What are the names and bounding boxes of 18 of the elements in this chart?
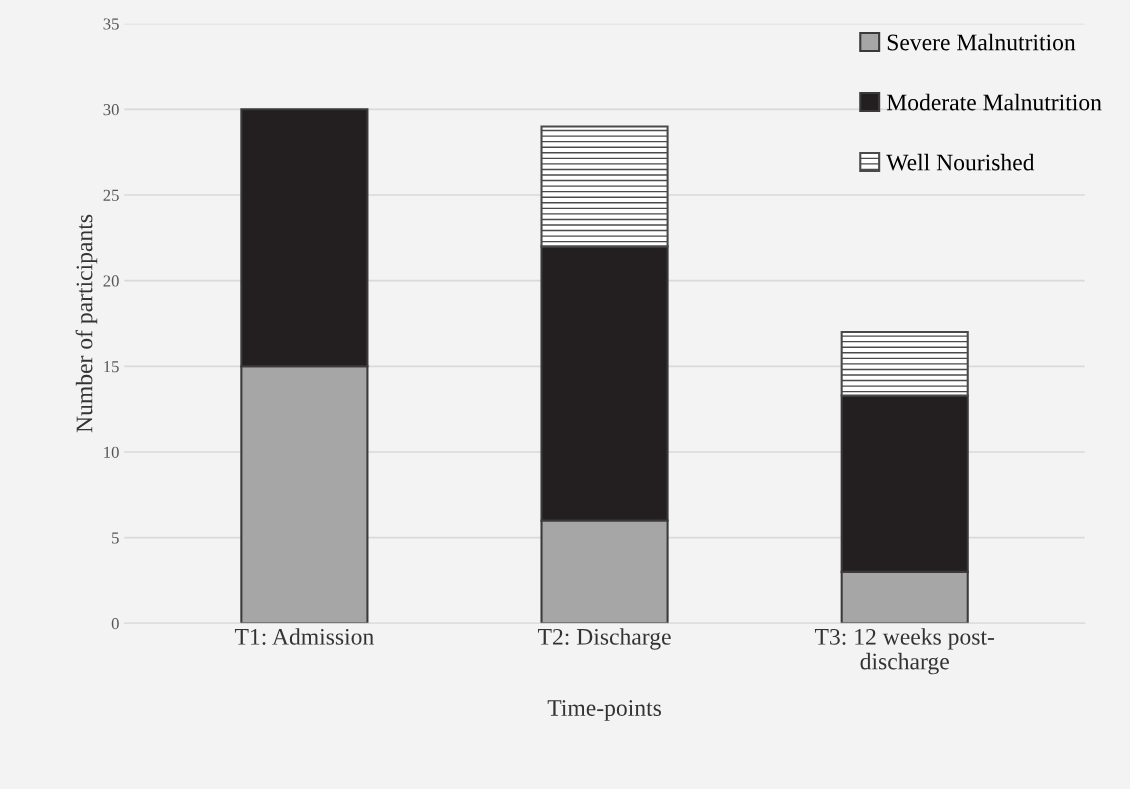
y-tick-label: 25: [103, 189, 119, 201]
x-tick-label: T1: Admission: [234, 628, 374, 645]
y-tick-label: 10: [104, 446, 119, 458]
y-tick-label: 20: [103, 275, 119, 287]
legend-label: Moderate Malnutrition: [886, 93, 1102, 111]
legend-label: Severe Malnutrition: [887, 33, 1076, 51]
y-tick-label: 35: [103, 18, 119, 30]
y-tick-label: 0: [111, 618, 119, 630]
bar: [540, 125, 669, 248]
x-axis-title: Time-points: [547, 700, 661, 721]
x-tick-label: T3: 12 weeks post- discharge: [814, 628, 995, 675]
y-axis-title: Number of participants: [75, 214, 98, 433]
x-tick-label: T2: Discharge: [537, 628, 671, 650]
y-tick-label: 15: [104, 361, 119, 373]
y-tick-label: 30: [103, 104, 119, 116]
y-tick-label: 5: [112, 532, 119, 544]
bar: [840, 331, 969, 397]
legend-label: Well Nourished: [886, 153, 1035, 171]
